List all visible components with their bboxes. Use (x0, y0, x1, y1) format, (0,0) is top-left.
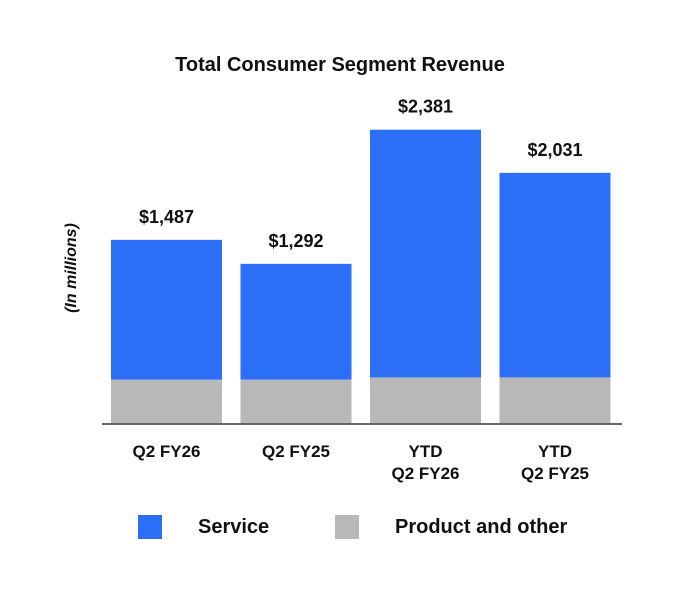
legend-swatch-product-and-other (335, 515, 359, 539)
chart-title: Total Consumer Segment Revenue (175, 54, 505, 76)
data-label-total-q2-fy26: $1,487 (139, 207, 194, 227)
bar-product-and-other-q2-fy25 (240, 379, 352, 423)
bar-service-q2-fy25 (240, 263, 352, 380)
legend-item-product-and-other: Product and other (335, 515, 567, 539)
data-label-total-ytd-q2-fy26: $2,381 (398, 97, 453, 117)
legend: Service Product and other (0, 515, 680, 547)
data-label-total-q2-fy25: $1,292 (268, 231, 323, 251)
x-tick-label-ytd-q2-fy26-line-2: Q2 FY26 (391, 464, 459, 483)
bar-service-q2-fy26 (111, 239, 222, 380)
x-tick-label-ytd-q2-fy25-line-1: YTD (538, 442, 572, 461)
bar-chart: $1,487 Q2 FY26 $1,292 Q2 FY25 $2,381 YTD Q2 FY… (102, 97, 622, 483)
legend-label-service: Service (198, 515, 270, 538)
legend-swatch-service (138, 515, 162, 539)
bar-product-and-other-ytd-q2-fy26 (370, 377, 481, 423)
legend-label-product-and-other: Product and other (395, 515, 568, 538)
legend-item-service: Service (138, 515, 269, 539)
x-tick-label-q2-fy25: Q2 FY25 (262, 442, 330, 461)
x-tick-label-ytd-q2-fy26-line-1: YTD (409, 442, 443, 461)
data-label-total-ytd-q2-fy25: $2,031 (527, 140, 582, 160)
x-tick-label-q2-fy26: Q2 FY26 (132, 442, 200, 461)
bar-service-ytd-q2-fy25 (499, 172, 611, 378)
bar-product-and-other-ytd-q2-fy25 (499, 377, 611, 423)
bar-product-and-other-q2-fy26 (111, 379, 222, 423)
x-tick-label-ytd-q2-fy25-line-2: Q2 FY25 (521, 464, 589, 483)
bar-service-ytd-q2-fy26 (370, 129, 481, 378)
